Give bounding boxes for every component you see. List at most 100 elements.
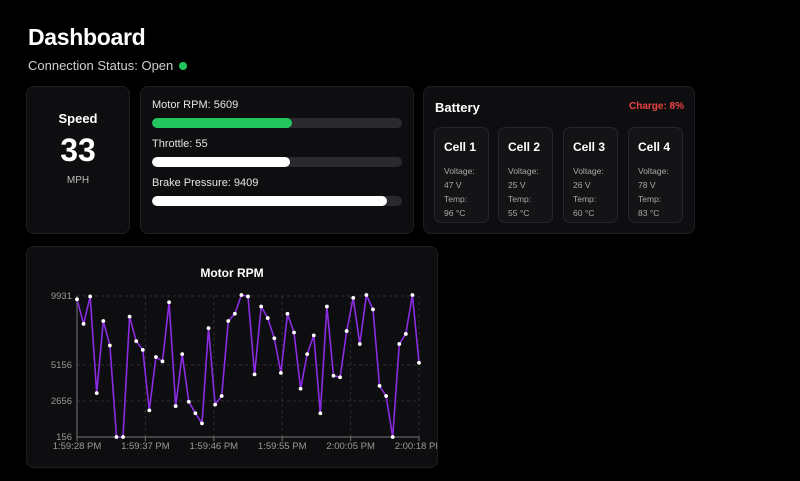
data-point	[285, 311, 290, 316]
battery-cell: Cell 4 Voltage: 78 V Temp: 83 °C	[628, 127, 683, 223]
data-point	[311, 333, 316, 338]
motor-rpm-gauge: Motor RPM: 5609	[152, 99, 402, 128]
cell-temp: 60 °C	[573, 208, 595, 218]
gauge-track	[152, 157, 402, 167]
data-point	[357, 342, 362, 346]
y-tick-label: 9931	[51, 291, 72, 302]
connection-status: Connection Status: Open	[28, 58, 188, 73]
data-point	[140, 347, 145, 352]
data-point	[246, 294, 250, 299]
cell-voltage: 25 V	[508, 180, 526, 190]
data-point	[325, 304, 329, 309]
data-point	[384, 394, 389, 398]
data-point	[180, 352, 185, 357]
status-dot-icon	[179, 61, 188, 70]
data-point	[397, 342, 402, 346]
data-point	[173, 404, 178, 408]
data-point	[160, 359, 165, 364]
motor-rpm-chart-card: Motor RPM 9931 5156 2656 156 1:59:28 PM 1:59:…	[26, 246, 444, 468]
data-point	[377, 383, 382, 388]
brake-pressure-gauge: Brake Pressure: 9409	[152, 177, 402, 206]
data-point	[134, 339, 139, 344]
battery-cell: Cell 1 Voltage: 47 V Temp: 96 °C	[434, 127, 489, 223]
gauge-fill	[152, 118, 292, 128]
data-point	[259, 304, 264, 309]
data-point	[147, 408, 152, 413]
cell-name: Cell 1	[444, 140, 477, 154]
data-point	[121, 435, 125, 439]
data-point	[338, 375, 342, 380]
data-point	[292, 330, 296, 335]
speed-value: 33	[60, 132, 96, 168]
x-tick-label: 1:59:55 PM	[258, 441, 307, 452]
gauge-fill	[152, 196, 387, 206]
data-point	[154, 355, 158, 359]
data-point	[239, 293, 244, 297]
speed-unit: MPH	[66, 175, 90, 186]
data-point	[331, 373, 336, 378]
cell-name: Cell 3	[573, 140, 606, 154]
cell-temp-label: Temp:	[638, 194, 662, 204]
data-point	[206, 326, 211, 331]
cell-name: Cell 2	[508, 140, 541, 154]
data-point	[81, 321, 86, 326]
cell-temp: 55 °C	[508, 208, 530, 218]
data-point	[318, 411, 323, 416]
data-point	[298, 386, 303, 391]
battery-charge: Charge: 8%	[628, 101, 684, 112]
gauge-label: Motor RPM: 5609	[152, 99, 239, 111]
data-point	[200, 421, 204, 426]
cell-temp-label: Temp:	[573, 194, 597, 204]
cell-voltage: 78 V	[638, 180, 656, 190]
data-point	[272, 336, 277, 341]
speed-label: Speed	[58, 111, 98, 126]
data-point	[390, 435, 395, 439]
data-point	[305, 352, 310, 357]
page-title: Dashboard	[28, 24, 146, 50]
data-point	[371, 307, 375, 312]
battery-title: Battery	[435, 100, 480, 115]
data-point	[226, 319, 231, 323]
battery-card: Battery Charge: 8% Cell 1 Voltage: 47 V …	[423, 86, 695, 234]
data-point	[252, 372, 257, 377]
cell-voltage-label: Voltage:	[444, 166, 475, 176]
cell-temp: 83 °C	[638, 208, 660, 218]
speed-card: Speed 33 MPH	[26, 86, 130, 234]
gauge-label: Throttle: 55	[152, 138, 208, 150]
data-point	[193, 411, 198, 416]
data-point	[88, 294, 93, 299]
gauge-track	[152, 118, 402, 128]
data-point	[410, 293, 415, 297]
cell-voltage: 26 V	[573, 180, 591, 190]
gauge-label: Brake Pressure: 9409	[152, 177, 259, 189]
data-point	[186, 399, 191, 404]
y-tick-label: 2656	[51, 396, 72, 407]
data-point	[219, 394, 224, 398]
data-point	[364, 293, 369, 297]
cell-temp-label: Temp:	[508, 194, 532, 204]
cell-temp: 96 °C	[444, 208, 466, 218]
battery-cell: Cell 3 Voltage: 26 V Temp: 60 °C	[563, 127, 618, 223]
gauge-fill	[152, 157, 290, 167]
x-tick-label: 2:00:05 PM	[326, 441, 375, 452]
x-tick-label: 1:59:46 PM	[190, 441, 239, 452]
x-tick-label: 1:59:28 PM	[53, 441, 102, 452]
cell-voltage-label: Voltage:	[638, 166, 669, 176]
gauges-card: Motor RPM: 5609 Throttle: 55 Brake Press…	[140, 86, 414, 234]
data-point	[75, 297, 79, 302]
gauge-track	[152, 196, 402, 206]
data-point	[278, 370, 283, 375]
data-point	[167, 300, 171, 305]
data-point	[351, 295, 356, 300]
data-point	[107, 343, 112, 348]
data-point	[417, 360, 421, 365]
chart-title: Motor RPM	[200, 266, 263, 280]
x-tick-label: 2:00:18 PM	[395, 441, 437, 452]
data-point	[232, 311, 237, 316]
throttle-gauge: Throttle: 55	[152, 138, 402, 167]
cell-name: Cell 4	[638, 140, 671, 154]
cell-voltage-label: Voltage:	[508, 166, 539, 176]
data-point	[114, 435, 119, 439]
data-point	[101, 319, 106, 323]
